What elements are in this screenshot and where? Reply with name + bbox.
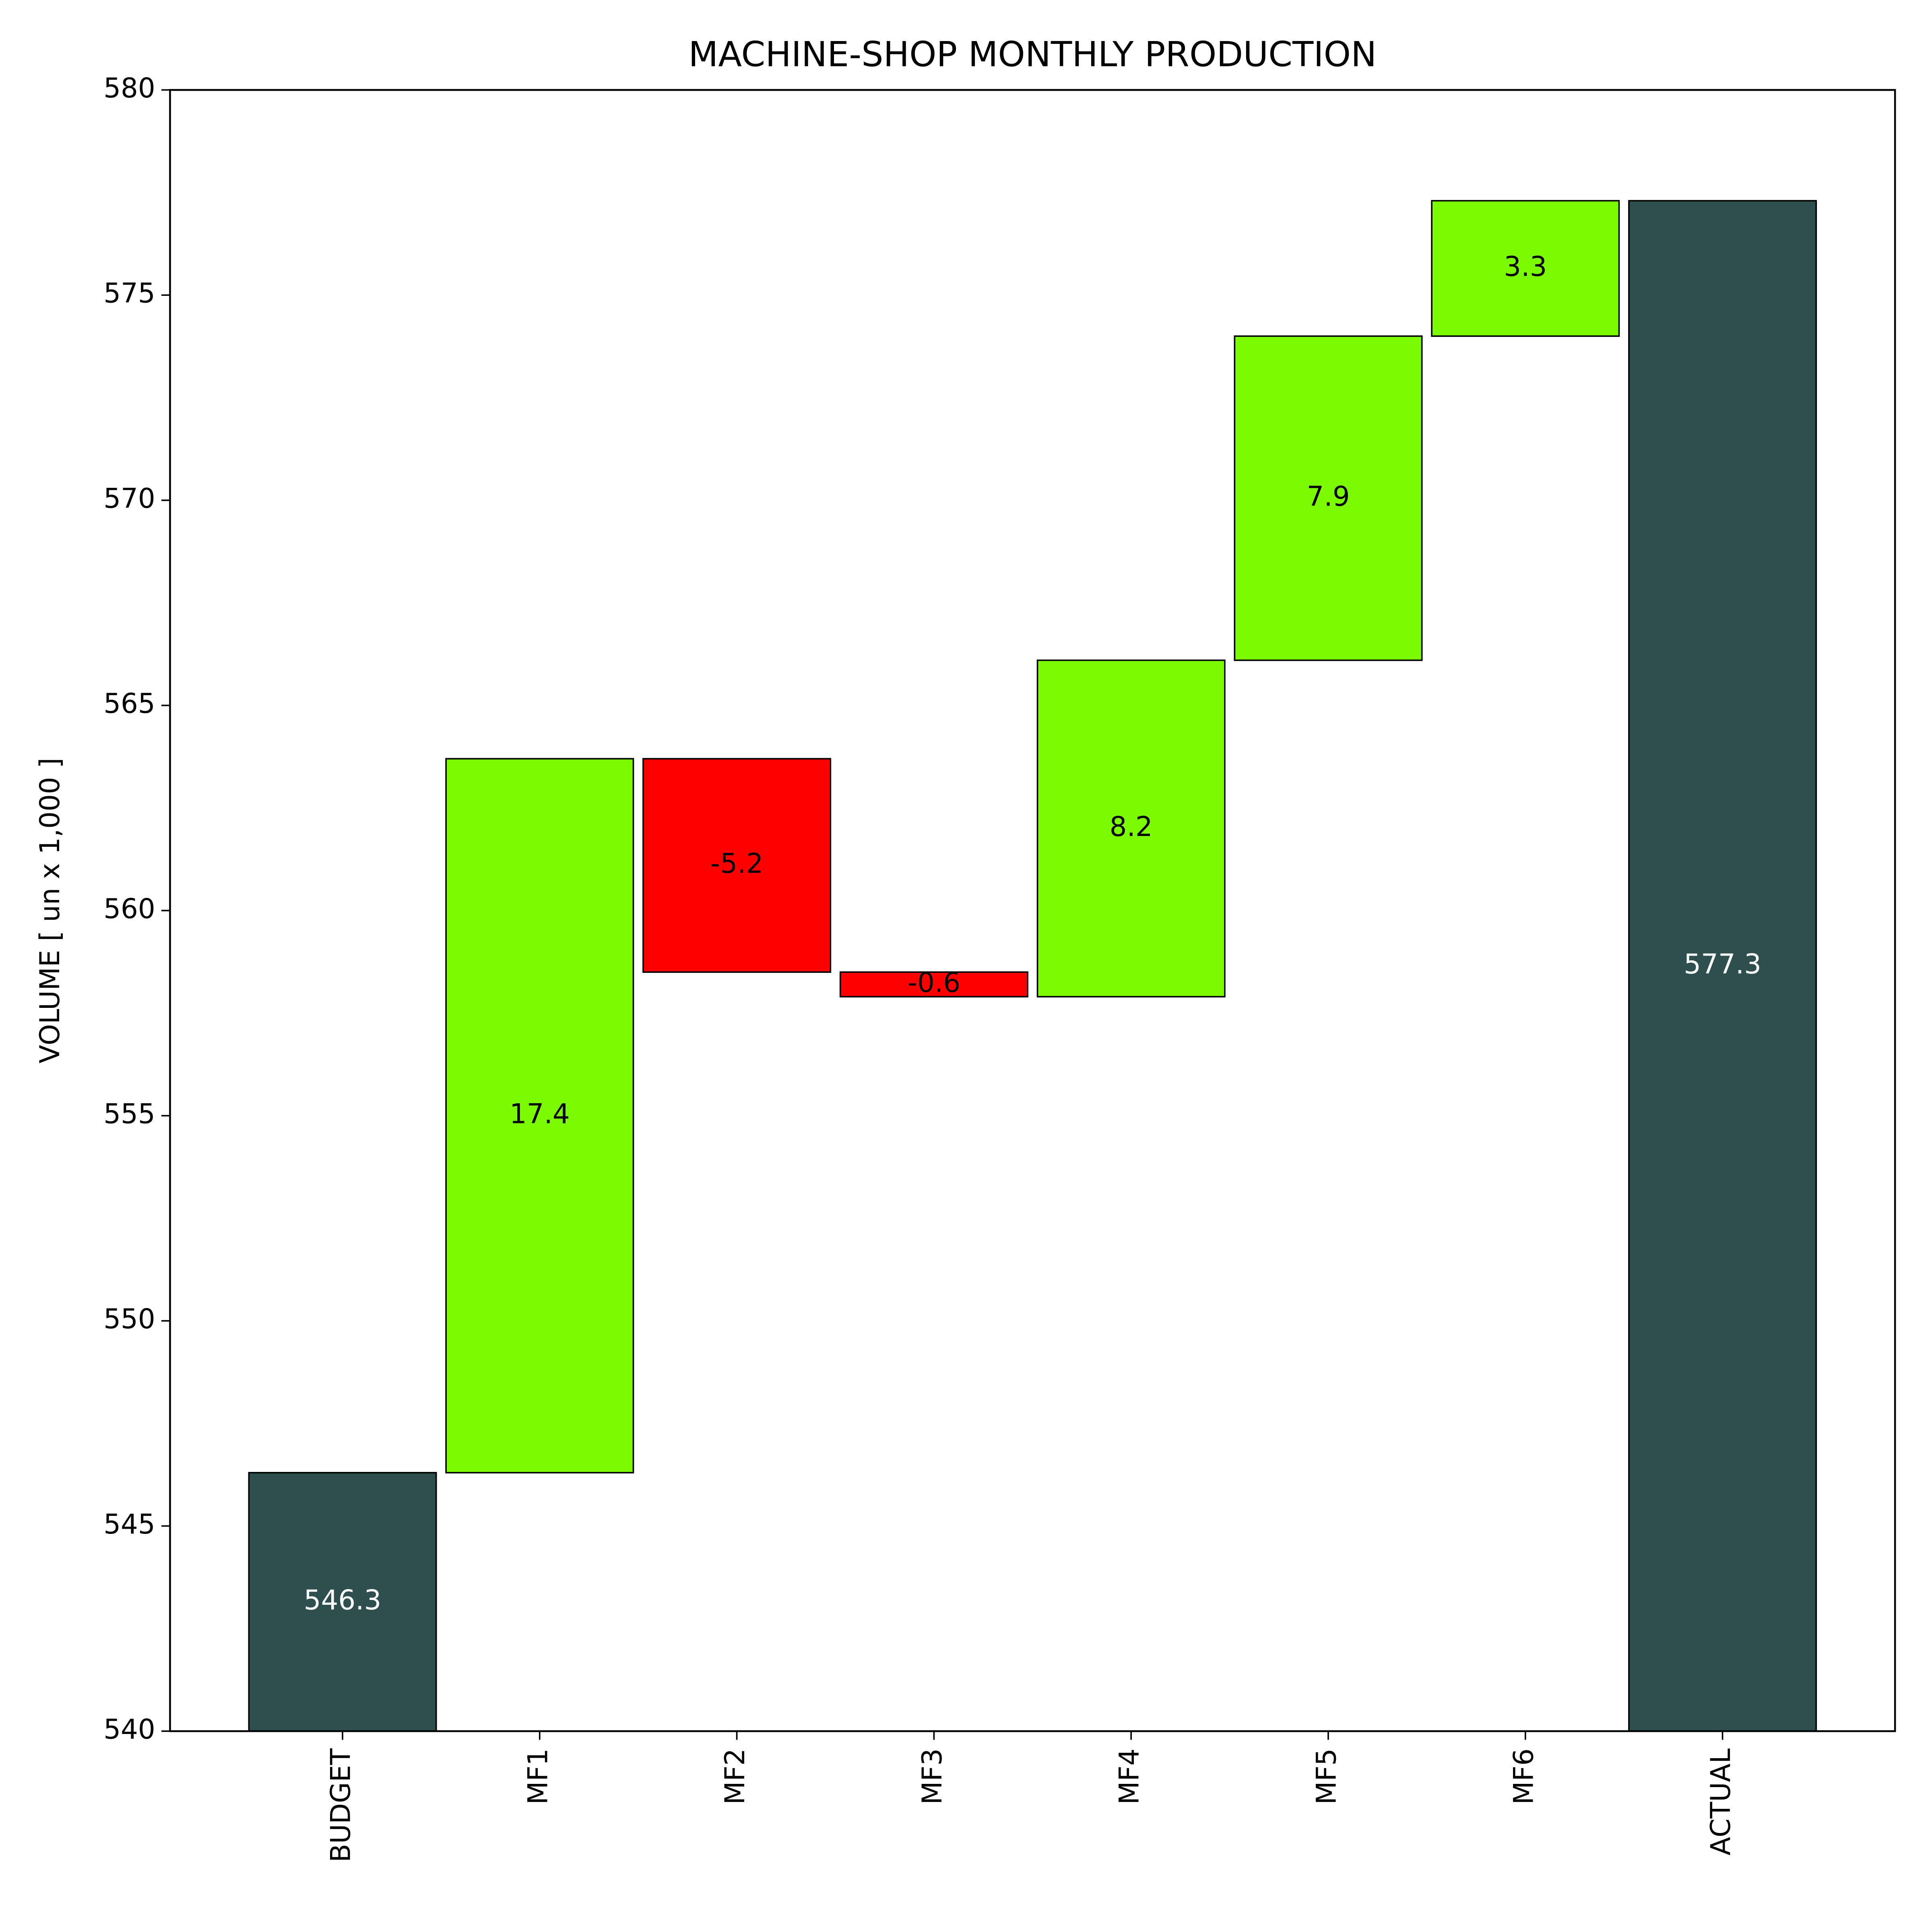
y-tick-label: 540 [103, 1713, 155, 1745]
bar [839, 971, 1028, 998]
y-tick-label: 575 [103, 277, 155, 309]
plot-frame [169, 89, 1896, 1732]
y-axis-label: VOLUME [ un x 1,000 ] [34, 758, 66, 1063]
y-tick-label: 580 [103, 72, 155, 104]
value-label: 17.4 [510, 1098, 570, 1129]
x-tick-label: MF6 [1507, 1748, 1539, 1805]
y-tick-label: 555 [103, 1098, 155, 1129]
value-label: -5.2 [710, 848, 763, 879]
chart-title: MACHINE-SHOP MONTHLY PRODUCTION [688, 34, 1377, 74]
bar [642, 758, 832, 973]
x-tick-label: MF5 [1311, 1748, 1342, 1805]
bar [1628, 200, 1817, 1732]
x-tick-label: MF4 [1113, 1748, 1145, 1805]
y-tick-label: 550 [103, 1303, 155, 1335]
y-tick-label: 545 [103, 1508, 155, 1540]
x-tick-label: BUDGET [325, 1748, 357, 1862]
x-tick-label: MF1 [522, 1748, 553, 1805]
value-label: 577.3 [1684, 948, 1761, 980]
y-tick-label: 570 [103, 482, 155, 514]
bar [1234, 335, 1423, 661]
value-label: 546.3 [304, 1584, 382, 1616]
x-tick-label: MF3 [916, 1748, 948, 1805]
y-tick-label: 560 [103, 893, 155, 925]
bar [248, 1472, 437, 1732]
value-label: 7.9 [1307, 480, 1350, 512]
bar [1036, 659, 1226, 998]
y-tick-label: 565 [103, 687, 155, 719]
x-tick-label: MF2 [719, 1748, 751, 1805]
value-label: 8.2 [1110, 811, 1153, 842]
value-label: -0.6 [908, 966, 960, 998]
bar [1431, 200, 1620, 337]
bar [445, 758, 634, 1474]
x-tick-label: ACTUAL [1705, 1748, 1736, 1855]
value-label: 3.3 [1504, 250, 1547, 282]
